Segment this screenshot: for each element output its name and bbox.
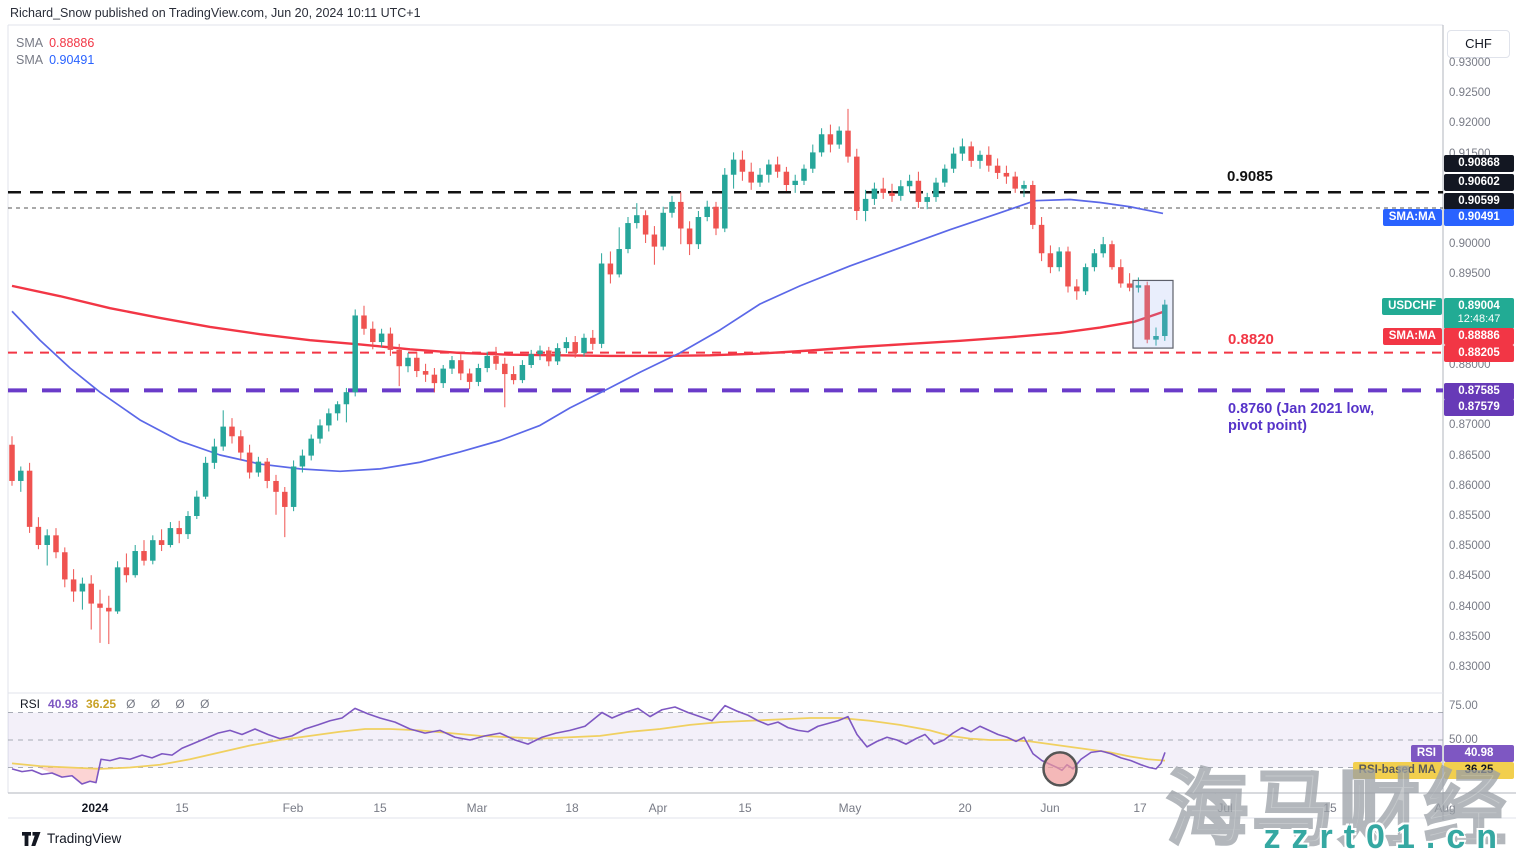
price-axis-label: 0.88886 xyxy=(1444,327,1514,345)
time-tick-label: 15 xyxy=(738,801,752,815)
time-tick-label: Apr xyxy=(648,801,668,815)
support-level-annotation[interactable]: 0.8820 xyxy=(1228,331,1274,348)
pivot-annotation-line1: 0.8760 (Jan 2021 low, xyxy=(1228,401,1375,417)
time-tick-label: Aug xyxy=(1434,801,1456,815)
price-tick-label: 0.92000 xyxy=(1449,117,1491,130)
sma-fast-legend[interactable]: SMA 0.88886 xyxy=(16,35,94,52)
price-tick-label: 0.87000 xyxy=(1449,419,1491,432)
rsi-label: RSI xyxy=(20,697,41,711)
tradingview-brand-text: TradingView xyxy=(47,831,122,846)
rsi-value: 40.98 xyxy=(48,697,79,711)
price-tick-label: 0.86500 xyxy=(1449,449,1491,462)
time-tick-label: 15 xyxy=(1323,801,1337,815)
rsi-line xyxy=(11,704,1166,785)
time-tick-label: 18 xyxy=(565,801,579,815)
rsi-axis-label: 36.25 xyxy=(1444,761,1514,779)
price-tick-label: 0.93000 xyxy=(1449,57,1491,69)
candlestick-series xyxy=(9,108,1168,645)
price-axis-label-tag: SMA:MA xyxy=(1382,208,1442,226)
rsi-legend[interactable]: RSI 40.98 36.25 Ø Ø Ø Ø xyxy=(20,697,215,711)
resistance-level-annotation[interactable]: 0.9085 xyxy=(1227,168,1273,185)
price-axis-label: 0.90491 xyxy=(1444,208,1514,226)
rsi-tick-label: 75.00 xyxy=(1449,699,1478,712)
time-tick-label: 20 xyxy=(958,801,972,815)
price-axis-label: 0.87585 xyxy=(1444,382,1514,400)
time-tick-label: 15 xyxy=(175,801,189,815)
rsi-axis-label-tag: RSI xyxy=(1410,744,1442,762)
sma-fast-value: 0.88886 xyxy=(49,36,95,50)
tradingview-branding[interactable]: TradingView xyxy=(22,831,121,846)
price-tick-label: 0.85500 xyxy=(1449,510,1491,522)
price-tick-label: 0.89500 xyxy=(1449,268,1491,281)
price-tick-label: 0.84500 xyxy=(1449,570,1491,583)
time-tick-label: Jul xyxy=(1217,801,1233,815)
pivot-annotation-line2: pivot point) xyxy=(1228,418,1307,434)
time-tick-label: 17 xyxy=(1133,801,1147,815)
price-axis-label: 0.89004 12:48:47 xyxy=(1444,297,1514,329)
price-axis-label: 0.90599 xyxy=(1444,192,1514,210)
price-tick-label: 0.86000 xyxy=(1449,479,1491,492)
price-tick-label: 0.84000 xyxy=(1449,600,1491,613)
rsi-ma-value: 36.25 xyxy=(86,697,117,711)
price-axis-label: 0.87579 xyxy=(1444,398,1514,416)
sma-fast-line xyxy=(11,284,1166,358)
sma-slow-line xyxy=(11,198,1164,473)
sma-slow-legend[interactable]: SMA 0.90491 xyxy=(16,52,94,69)
sma-fast-label: SMA xyxy=(16,36,44,50)
rsi-empty-params: Ø Ø Ø Ø xyxy=(126,697,216,711)
price-tick-label: 0.88000 xyxy=(1449,359,1491,371)
rsi-axis-label-tag: RSI-based MA xyxy=(1352,761,1442,779)
price-tick-label: 0.92500 xyxy=(1449,87,1491,100)
price-axis-label: 0.88205 xyxy=(1444,344,1514,362)
attribution-header: Richard_Snow published on TradingView.co… xyxy=(10,6,421,20)
time-tick-label: 15 xyxy=(373,801,387,815)
sma-slow-label: SMA xyxy=(16,53,44,67)
rsi-axis-label: 40.98 xyxy=(1444,744,1514,762)
rsi-highlight-circle xyxy=(1042,751,1078,787)
time-tick-label: 2024 xyxy=(81,801,109,815)
time-tick-label: Mar xyxy=(466,801,488,815)
price-axis-label: 0.90602 xyxy=(1444,173,1514,191)
price-axis-label-tag: SMA:MA xyxy=(1382,327,1442,345)
price-tick-label: 0.90000 xyxy=(1449,238,1491,251)
price-axis-label: 0.90868 xyxy=(1444,154,1514,172)
tradingview-logo-icon xyxy=(22,831,41,846)
currency-selector-button[interactable]: CHF xyxy=(1447,30,1510,58)
price-axis-label-tag: USDCHF xyxy=(1382,297,1442,315)
pivot-level-annotation[interactable]: 0.8760 (Jan 2021 low, pivot point) xyxy=(1228,401,1374,435)
watermark-chinese: 海马财经 xyxy=(1165,763,1510,857)
sma-slow-value: 0.90491 xyxy=(49,53,95,67)
time-tick-label: Jun xyxy=(1040,801,1060,815)
price-tick-label: 0.83500 xyxy=(1449,630,1491,643)
indicator-legend: SMA 0.88886 SMA 0.90491 xyxy=(16,35,94,69)
time-tick-label: Feb xyxy=(282,801,304,815)
highlight-box xyxy=(1132,279,1174,349)
watermark-site: zzrt01.cn xyxy=(1263,818,1508,856)
price-tick-label: 0.83000 xyxy=(1449,661,1491,673)
price-tick-label: 0.85000 xyxy=(1449,540,1491,553)
rsi-tick-label: 50.00 xyxy=(1449,734,1478,746)
time-tick-label: May xyxy=(838,801,862,815)
